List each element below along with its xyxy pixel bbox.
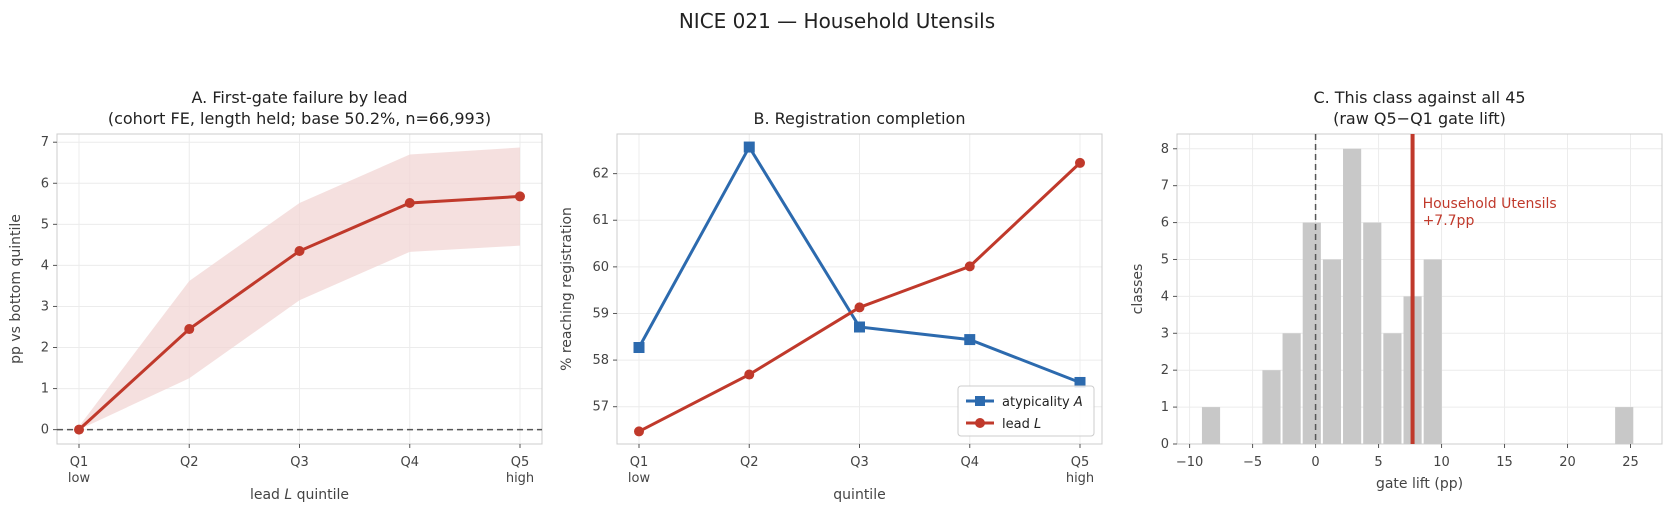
panel-c-hist-bar [1363, 222, 1382, 444]
panel-c: 0 1 2 3 4 5 6 7 8 −10 −5 0 5 10 15 20 25 Household Utensi… [1130, 88, 1663, 492]
panel-c-xtick-label: −5 [1243, 455, 1262, 470]
panel-c-ytick-label: 6 [1161, 216, 1169, 231]
panel-c-ytick-label: 1 [1161, 400, 1169, 415]
panel-b-series-point-0 [1074, 376, 1086, 388]
panel-b-ytick-label: 57 [592, 400, 609, 415]
panel-c-hist-bar [1615, 407, 1634, 444]
panel-b-legend: atypicality A lead L [957, 385, 1095, 437]
panel-b-title-line: B. Registration completion [754, 109, 966, 128]
panel-c-ytick-label: 5 [1161, 252, 1169, 267]
panel-b-xlabel: quintile [833, 487, 885, 503]
panel-a-title-line: A. First-gate failure by lead [191, 88, 407, 107]
panel-b-series-point-1 [1075, 157, 1085, 168]
panel-b-legend-label: lead L [1002, 417, 1041, 432]
panel-c-xtick-label: 25 [1622, 455, 1639, 470]
panel-c-title-line: C. This class against all 45 [1313, 88, 1525, 107]
figure-suptitle: NICE 021 — Household Utensils [679, 9, 995, 33]
panel-b-series-point-0 [854, 321, 865, 333]
panel-a-xlabel: lead L quintile [250, 487, 349, 503]
panel-a-xtick-label: Q5 [511, 455, 530, 470]
panel-a-ytick-label: 5 [41, 217, 49, 232]
panel-b-series-point-1 [854, 302, 865, 313]
panel-b-ytick-label: 62 [592, 167, 609, 182]
panel-c-hist-bar [1282, 333, 1301, 444]
panel-a-xtick-label: Q2 [180, 455, 199, 470]
panel-a-ytick-label: 6 [41, 176, 49, 191]
panel-c-title-line: (raw Q5−Q1 gate lift) [1333, 109, 1506, 128]
panel-c-ylabel: classes [1130, 264, 1146, 315]
panel-a-ytick-label: 0 [41, 423, 49, 438]
panel-c-highlight-label: Household Utensils [1423, 196, 1557, 212]
panel-a-title-line: (cohort FE, length held; base 50.2%, n=6… [108, 109, 491, 128]
panel-a-ytick-label: 1 [41, 382, 49, 397]
panel-b-series-point-0 [633, 342, 645, 354]
panel-b-ytick-label: 59 [592, 306, 609, 321]
panel-a-series-point-0 [74, 424, 84, 435]
panel-a-xtick-label: Q3 [290, 455, 309, 470]
panel-c-xtick-label: 20 [1559, 455, 1576, 470]
panel-b-xtick-label: Q1 [630, 455, 649, 470]
panel-c-highlight-value: +7.7pp [1423, 213, 1475, 229]
panel-c-ytick-label: 2 [1161, 363, 1169, 378]
panel-b-legend-label: atypicality A [1002, 395, 1083, 410]
panel-b-ylabel: % reaching registration [559, 207, 575, 371]
panel-b-series-point-0 [964, 334, 976, 346]
panel-b-legend-swatch-marker [975, 418, 985, 428]
panel-a-series-point-0 [294, 246, 305, 257]
panel-a-series-point-0 [515, 191, 525, 202]
panel-b-legend-swatch-marker [975, 396, 985, 406]
panel-b-series-point-1 [744, 369, 755, 380]
panel-c-ytick-label: 8 [1161, 142, 1169, 157]
panel-c-hist-bar [1302, 222, 1321, 444]
panel-b-xtick-label: Q4 [960, 455, 979, 470]
panel-b-ytick-label: 60 [592, 260, 609, 275]
panel-a-xtick-sublabel: high [506, 471, 534, 486]
panel-b-series-point-0 [743, 141, 755, 153]
panel-c-xtick-label: 0 [1311, 455, 1319, 470]
panel-c-hist-bar [1201, 407, 1221, 444]
panel-b-xtick-sublabel: high [1066, 471, 1094, 486]
panel-c-ytick-label: 7 [1161, 179, 1169, 194]
panel-a-ytick-label: 2 [41, 341, 49, 356]
panel-c-hist-bar [1262, 370, 1281, 444]
panel-c-ytick-label: 4 [1161, 289, 1169, 304]
panel-b-xtick-label: Q3 [850, 455, 869, 470]
panel-a-series-point-0 [184, 324, 195, 335]
panel-a-xtick-label: Q4 [400, 455, 419, 470]
panel-c-xtick-label: 15 [1496, 455, 1513, 470]
panel-a-ytick-label: 7 [41, 135, 49, 150]
panel-a-ytick-label: 4 [41, 258, 49, 273]
panel-b-ytick-label: 58 [592, 353, 609, 368]
panel-b-series-point-1 [964, 261, 975, 272]
panel-a-ylabel: pp vs bottom quintile [8, 214, 24, 364]
panel-c-hist-bar [1343, 148, 1362, 444]
panel-c-xtick-label: 5 [1374, 455, 1382, 470]
panel-a-ytick-label: 3 [41, 299, 49, 314]
panel-b-ytick-label: 61 [592, 213, 609, 228]
panel-b-xtick-label: Q5 [1071, 455, 1090, 470]
panel-c-xtick-label: 10 [1433, 455, 1450, 470]
panel-c-ytick-label: 3 [1161, 326, 1169, 341]
panel-a-series-point-0 [404, 197, 415, 208]
panel-a-ci-band [79, 147, 520, 430]
panel-c-hist-bar [1322, 259, 1342, 444]
panel-b-xtick-sublabel: low [628, 471, 651, 486]
panel-a-xtick-label: Q1 [70, 455, 89, 470]
panel-b-series-point-1 [634, 426, 644, 437]
panel-b-xtick-label: Q2 [740, 455, 759, 470]
panel-c-xlabel: gate lift (pp) [1376, 476, 1463, 492]
panel-c-hist-bar [1423, 259, 1442, 444]
panel-c-xtick-label: −10 [1176, 455, 1203, 470]
panel-c-ytick-label: 0 [1161, 437, 1169, 452]
panel-c-hist-bar [1383, 333, 1402, 444]
panel-a-xtick-sublabel: low [68, 471, 91, 486]
